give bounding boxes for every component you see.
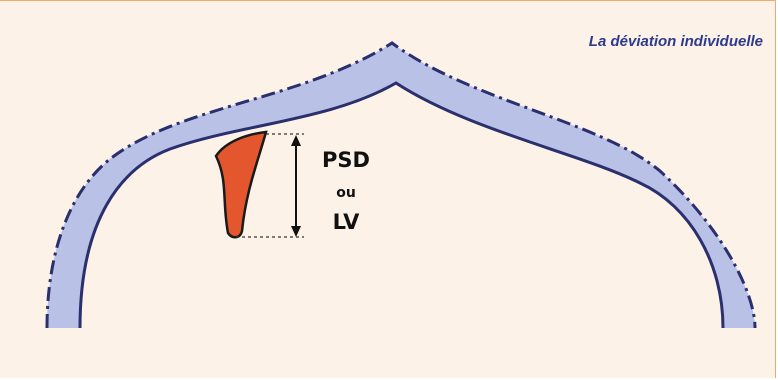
local-defect: [214, 130, 268, 239]
patient-curve: [78, 81, 725, 329]
normal-band: [47, 43, 755, 328]
panel-title: La déviation individuelle: [588, 33, 763, 50]
psd-label: PSD: [322, 148, 370, 172]
depth-arrow: [291, 135, 301, 237]
lv-label: LV: [333, 210, 360, 234]
or-label: ou: [336, 185, 356, 201]
normal-limit-line: [45, 41, 757, 329]
